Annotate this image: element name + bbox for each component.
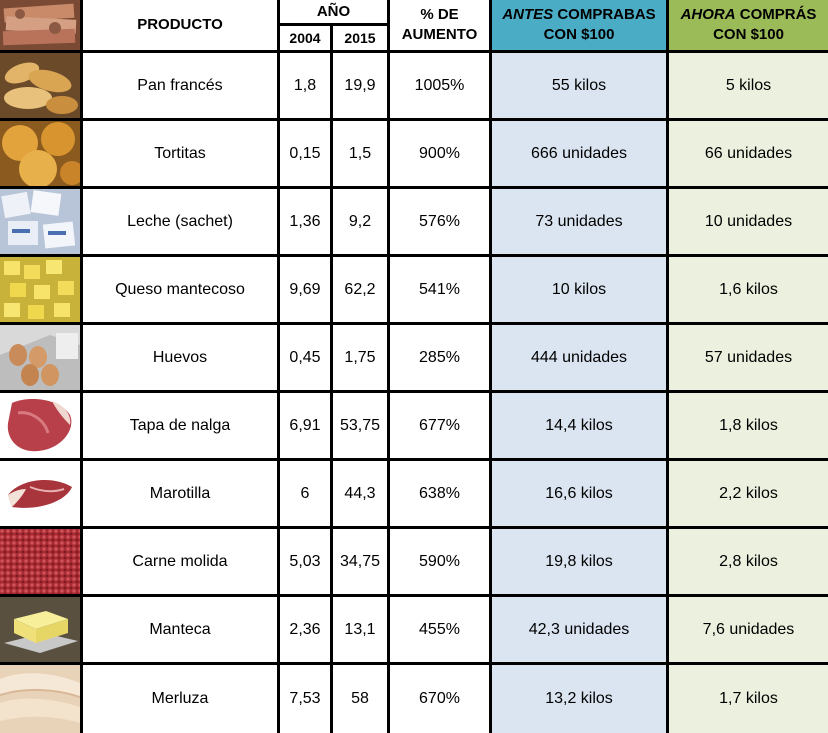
row-price-2015: 13,1 bbox=[333, 597, 387, 662]
header-producto: PRODUCTO bbox=[83, 0, 277, 50]
banknotes-photo-icon bbox=[0, 0, 80, 50]
row-producto: Huevos bbox=[83, 325, 277, 390]
row-price-2015: 1,75 bbox=[333, 325, 387, 390]
row-ahora: 57 unidades bbox=[669, 325, 828, 390]
row-aumento: 900% bbox=[390, 121, 489, 186]
row-ahora: 7,6 unidades bbox=[669, 597, 828, 662]
row-producto: Carne molida bbox=[83, 529, 277, 594]
row-antes: 42,3 unidades bbox=[492, 597, 666, 662]
ground-beef-photo-icon bbox=[0, 529, 80, 594]
row-price-2004: 2,36 bbox=[280, 597, 330, 662]
row-aumento: 285% bbox=[390, 325, 489, 390]
row-producto: Merluza bbox=[83, 665, 277, 733]
milk-sachet-photo-icon bbox=[0, 189, 80, 254]
row-ahora: 10 unidades bbox=[669, 189, 828, 254]
row-antes: 19,8 kilos bbox=[492, 529, 666, 594]
row-aumento: 677% bbox=[390, 393, 489, 458]
row-ahora: 2,2 kilos bbox=[669, 461, 828, 526]
header-antes-line2: CON $100 bbox=[543, 26, 615, 43]
row-ahora: 1,6 kilos bbox=[669, 257, 828, 322]
header-aumento-line1: % DE bbox=[420, 6, 459, 23]
row-price-2004: 6,91 bbox=[280, 393, 330, 458]
row-antes: 73 unidades bbox=[492, 189, 666, 254]
row-antes: 10 kilos bbox=[492, 257, 666, 322]
steak-photo-icon bbox=[0, 461, 80, 526]
row-producto: Tapa de nalga bbox=[83, 393, 277, 458]
header-antes-em: ANTES bbox=[502, 6, 554, 23]
row-antes: 444 unidades bbox=[492, 325, 666, 390]
row-price-2015: 58 bbox=[333, 665, 387, 733]
row-producto: Tortitas bbox=[83, 121, 277, 186]
row-antes: 55 kilos bbox=[492, 53, 666, 118]
row-price-2015: 1,5 bbox=[333, 121, 387, 186]
row-antes: 13,2 kilos bbox=[492, 665, 666, 733]
beef-cut-photo-icon bbox=[0, 393, 80, 458]
row-price-2004: 6 bbox=[280, 461, 330, 526]
row-aumento: 590% bbox=[390, 529, 489, 594]
row-price-2015: 34,75 bbox=[333, 529, 387, 594]
row-producto: Marotilla bbox=[83, 461, 277, 526]
row-aumento: 576% bbox=[390, 189, 489, 254]
header-ahora-line2: CON $100 bbox=[713, 26, 784, 43]
header-aumento: % DE AUMENTO bbox=[390, 0, 489, 50]
row-aumento: 670% bbox=[390, 665, 489, 733]
row-producto: Leche (sachet) bbox=[83, 189, 277, 254]
row-producto: Manteca bbox=[83, 597, 277, 662]
row-price-2004: 9,69 bbox=[280, 257, 330, 322]
header-ahora: AHORA COMPRÁS CON $100 bbox=[669, 0, 828, 50]
row-price-2015: 44,3 bbox=[333, 461, 387, 526]
header-2015: 2015 bbox=[333, 26, 387, 50]
row-antes: 666 unidades bbox=[492, 121, 666, 186]
row-price-2004: 0,15 bbox=[280, 121, 330, 186]
header-antes: ANTES COMPRABAS CON $100 bbox=[492, 0, 666, 50]
header-2004: 2004 bbox=[280, 26, 330, 50]
fish-fillet-photo-icon bbox=[0, 665, 80, 733]
header-anio: AÑO bbox=[280, 0, 387, 23]
row-price-2015: 19,9 bbox=[333, 53, 387, 118]
header-aumento-line2: AUMENTO bbox=[401, 26, 478, 43]
rolls-photo-icon bbox=[0, 121, 80, 186]
row-price-2015: 62,2 bbox=[333, 257, 387, 322]
row-antes: 16,6 kilos bbox=[492, 461, 666, 526]
row-aumento: 1005% bbox=[390, 53, 489, 118]
cheese-photo-icon bbox=[0, 257, 80, 322]
row-price-2015: 9,2 bbox=[333, 189, 387, 254]
row-price-2004: 1,36 bbox=[280, 189, 330, 254]
header-ahora-rest: COMPRÁS bbox=[735, 6, 817, 23]
row-ahora: 66 unidades bbox=[669, 121, 828, 186]
row-ahora: 5 kilos bbox=[669, 53, 828, 118]
row-ahora: 2,8 kilos bbox=[669, 529, 828, 594]
row-price-2015: 53,75 bbox=[333, 393, 387, 458]
row-price-2004: 5,03 bbox=[280, 529, 330, 594]
row-price-2004: 0,45 bbox=[280, 325, 330, 390]
bread-photo-icon bbox=[0, 53, 80, 118]
eggs-photo-icon bbox=[0, 325, 80, 390]
row-aumento: 638% bbox=[390, 461, 489, 526]
row-producto: Pan francés bbox=[83, 53, 277, 118]
row-aumento: 541% bbox=[390, 257, 489, 322]
header-ahora-em: AHORA bbox=[680, 6, 736, 23]
row-aumento: 455% bbox=[390, 597, 489, 662]
row-ahora: 1,8 kilos bbox=[669, 393, 828, 458]
butter-photo-icon bbox=[0, 597, 80, 662]
header-antes-rest: COMPRABAS bbox=[553, 6, 656, 23]
row-producto: Queso mantecoso bbox=[83, 257, 277, 322]
row-ahora: 1,7 kilos bbox=[669, 665, 828, 733]
row-price-2004: 7,53 bbox=[280, 665, 330, 733]
row-price-2004: 1,8 bbox=[280, 53, 330, 118]
row-antes: 14,4 kilos bbox=[492, 393, 666, 458]
